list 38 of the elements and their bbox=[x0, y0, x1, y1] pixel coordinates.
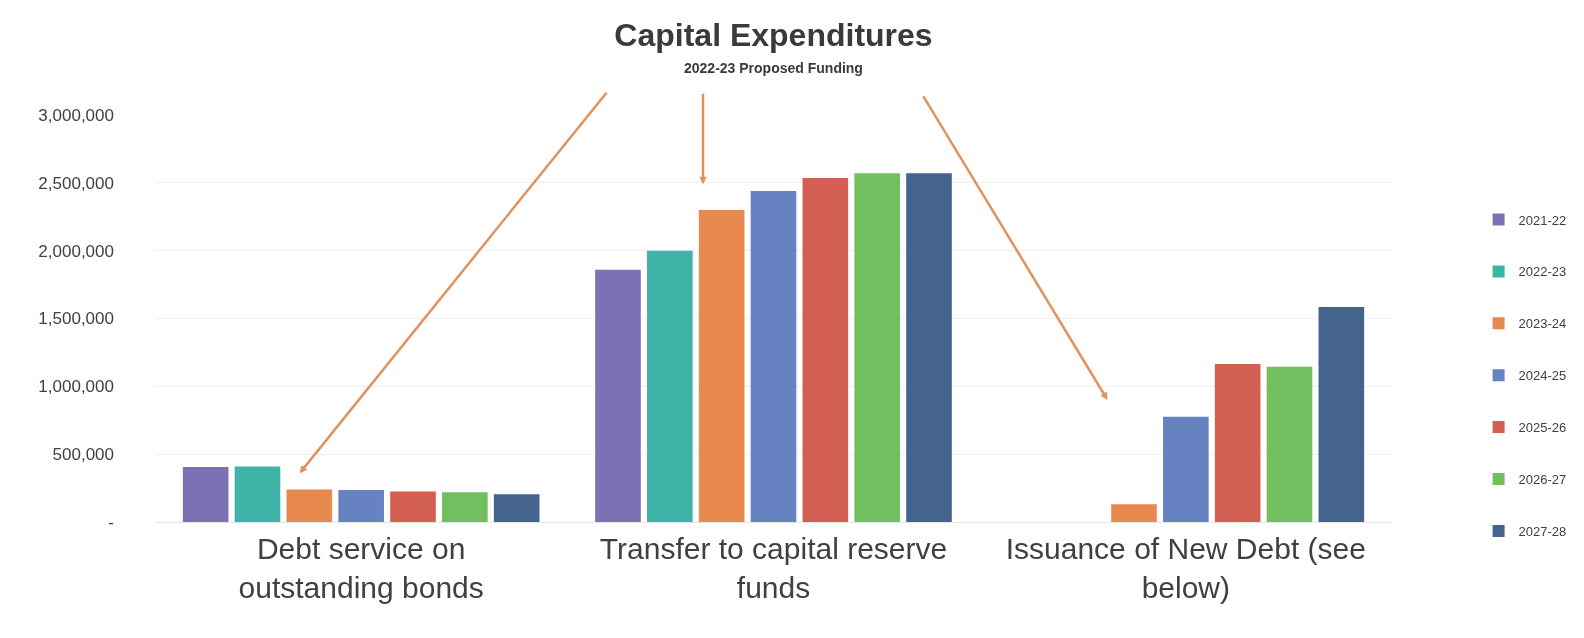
bar bbox=[1318, 306, 1365, 522]
bar bbox=[338, 490, 384, 522]
y-tick-label: 2,500,000 bbox=[38, 173, 114, 193]
bar bbox=[750, 190, 797, 522]
bar bbox=[1111, 504, 1157, 522]
legend-label: 2024-25 bbox=[1518, 368, 1567, 384]
y-tick-label: 3,000,000 bbox=[38, 105, 114, 125]
x-tick-label: Transfer to capital reserve funds bbox=[599, 532, 948, 604]
bar bbox=[286, 489, 333, 522]
bar bbox=[1163, 416, 1209, 522]
bar bbox=[493, 494, 540, 522]
bar bbox=[595, 269, 641, 522]
legend-label: 2027-28 bbox=[1518, 523, 1567, 539]
y-tick-label: 1,500,000 bbox=[38, 309, 114, 329]
bar bbox=[1266, 366, 1313, 522]
bar bbox=[802, 178, 849, 522]
legend-label: 2025-26 bbox=[1518, 420, 1567, 436]
bar bbox=[854, 173, 900, 522]
bar bbox=[1214, 363, 1261, 522]
y-tick-label: 500,000 bbox=[52, 445, 114, 465]
bar bbox=[647, 250, 693, 522]
legend-label: 2022-23 bbox=[1518, 264, 1567, 280]
y-tick-label: 2,000,000 bbox=[38, 241, 114, 261]
chart-subtitle: 2022-23 Proposed Funding bbox=[684, 60, 863, 76]
bar bbox=[698, 209, 745, 522]
bar bbox=[442, 492, 488, 522]
bar bbox=[182, 467, 229, 522]
y-tick-label: 1,000,000 bbox=[38, 377, 114, 397]
legend-label: 2026-27 bbox=[1518, 472, 1567, 488]
y-tick-label: - bbox=[108, 512, 114, 532]
legend-label: 2023-24 bbox=[1518, 316, 1567, 332]
bar bbox=[234, 466, 281, 522]
bar bbox=[390, 491, 436, 522]
x-tick-label: Issuance of New Debt (see below) bbox=[1005, 532, 1366, 604]
x-tick-label: Debt service on outstanding bonds bbox=[238, 532, 484, 604]
bar bbox=[906, 173, 952, 522]
chart-title: Capital Expenditures bbox=[614, 17, 933, 54]
legend-label: 2021-22 bbox=[1518, 212, 1567, 228]
